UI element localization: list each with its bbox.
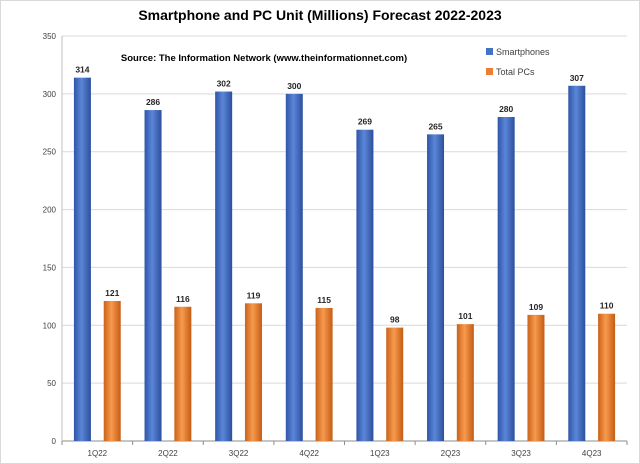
- data-label-total-pcs-3q23: 109: [529, 302, 543, 312]
- y-tick-label: 300: [43, 90, 57, 99]
- data-label-smartphones-3q22: 302: [217, 79, 231, 89]
- data-label-smartphones-1q22: 314: [75, 65, 89, 75]
- x-tick-label: 2Q22: [158, 449, 178, 458]
- data-label-total-pcs-1q23: 98: [390, 315, 400, 325]
- data-label-total-pcs-3q22: 119: [247, 290, 261, 300]
- data-label-total-pcs-2q23: 101: [458, 311, 472, 321]
- bar-total-pcs-3q22: [244, 303, 262, 441]
- legend-label-total-pcs: Total PCs: [496, 67, 535, 77]
- data-label-smartphones-1q23: 269: [358, 117, 372, 127]
- bar-total-pcs-3q23: [527, 314, 545, 441]
- y-tick-label: 150: [43, 263, 57, 272]
- x-tick-label: 3Q22: [229, 449, 249, 458]
- legend-label-smartphones: Smartphones: [496, 47, 550, 57]
- chart-title: Smartphone and PC Unit (Millions) Foreca…: [138, 7, 502, 23]
- bar-total-pcs-1q22: [103, 300, 121, 441]
- x-tick-label: 1Q22: [88, 449, 108, 458]
- bar-smartphones-1q22: [73, 77, 91, 442]
- bar-smartphones-2q23: [427, 134, 445, 441]
- bar-smartphones-3q23: [497, 117, 515, 441]
- y-tick-label: 100: [43, 321, 57, 330]
- bar-total-pcs-2q23: [456, 324, 474, 441]
- data-label-total-pcs-4q22: 115: [317, 295, 331, 305]
- y-tick-label: 350: [43, 32, 57, 41]
- data-label-total-pcs-4q23: 110: [600, 301, 614, 311]
- y-tick-label: 250: [43, 148, 57, 157]
- data-label-smartphones-2q22: 286: [146, 97, 160, 107]
- bar-total-pcs-4q23: [598, 313, 616, 441]
- bar-total-pcs-4q22: [315, 307, 333, 441]
- legend-swatch-smartphones: [486, 48, 493, 55]
- legend-swatch-total-pcs: [486, 68, 493, 75]
- x-tick-label: 4Q22: [299, 449, 319, 458]
- bar-smartphones-4q23: [568, 85, 586, 441]
- data-label-total-pcs-1q22: 121: [105, 288, 119, 298]
- bar-smartphones-1q23: [356, 129, 374, 441]
- bar-smartphones-4q22: [285, 93, 303, 441]
- x-tick-label: 3Q23: [511, 449, 531, 458]
- x-tick-label: 4Q23: [582, 449, 602, 458]
- legend: Smartphones Total PCs: [486, 47, 550, 77]
- y-tick-label: 50: [47, 379, 56, 388]
- bar-total-pcs-1q23: [386, 327, 404, 441]
- bar-total-pcs-2q22: [174, 306, 192, 441]
- y-tick-label: 0: [52, 437, 57, 446]
- y-tick-label: 200: [43, 206, 57, 215]
- data-label-smartphones-4q23: 307: [570, 73, 584, 83]
- bars: [73, 77, 616, 442]
- x-tick-label: 2Q23: [441, 449, 461, 458]
- source-annotation: Source: The Information Network (www.the…: [121, 53, 407, 64]
- bar-smartphones-2q22: [144, 110, 162, 442]
- data-label-smartphones-4q22: 300: [287, 81, 301, 91]
- x-tick-label: 1Q23: [370, 449, 390, 458]
- data-label-total-pcs-2q22: 116: [176, 294, 190, 304]
- data-labels: 314 121 286 116 302 119 300 115 269 98 265 101 280 10…: [75, 65, 613, 325]
- data-label-smartphones-3q23: 280: [499, 104, 513, 114]
- data-label-smartphones-2q23: 265: [428, 121, 442, 131]
- bar-smartphones-3q22: [215, 91, 233, 442]
